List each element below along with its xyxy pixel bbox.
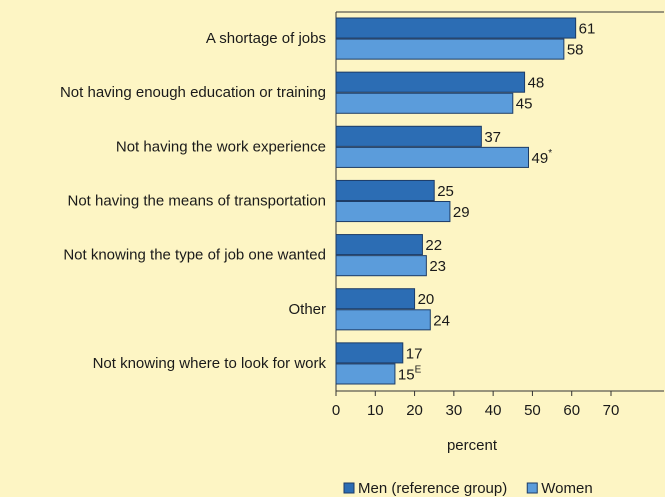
x-tick-label: 10 <box>367 402 384 419</box>
data-label: 15E <box>398 365 422 384</box>
data-label: 29 <box>453 204 470 221</box>
legend-label: Women <box>541 480 592 497</box>
bar <box>335 201 451 223</box>
bar <box>335 288 416 310</box>
data-label: 24 <box>433 312 450 329</box>
bar <box>335 38 565 60</box>
bar <box>335 146 529 168</box>
x-tick-label: 20 <box>406 402 423 419</box>
bar <box>335 125 482 147</box>
x-tick-label: 60 <box>563 402 580 419</box>
y-tick-label: Not knowing where to look for work <box>93 355 327 372</box>
y-tick-label: Not knowing the type of job one wanted <box>63 247 326 264</box>
x-tick-label: 0 <box>332 402 340 419</box>
data-label-number: 49 <box>532 150 549 167</box>
y-tick-label: Not having the means of transportation <box>68 192 327 209</box>
x-tick-label: 50 <box>524 402 541 419</box>
data-label: 23 <box>429 258 446 275</box>
data-label: 58 <box>567 42 584 59</box>
data-label: 25 <box>437 183 454 200</box>
legend-swatch <box>526 482 538 494</box>
data-label: 61 <box>579 21 596 38</box>
x-tick-label: 30 <box>446 402 463 419</box>
data-label-number: 15 <box>398 366 415 383</box>
data-label: 17 <box>406 345 423 362</box>
data-label: 37 <box>484 129 501 146</box>
y-tick-label: Not having enough education or training <box>60 84 326 101</box>
x-tick-label: 70 <box>603 402 620 419</box>
data-label: 20 <box>418 291 435 308</box>
bar <box>335 17 577 39</box>
bar <box>335 71 526 93</box>
x-tick-label: 40 <box>485 402 502 419</box>
bar <box>335 92 514 114</box>
data-label: 49* <box>532 148 553 167</box>
bar <box>335 309 431 331</box>
bar <box>335 234 423 256</box>
bar <box>335 342 404 364</box>
bar <box>335 363 396 385</box>
y-tick-label: Other <box>288 301 326 318</box>
legend-swatch <box>343 482 355 494</box>
y-tick-label: A shortage of jobs <box>206 30 326 47</box>
data-label: 48 <box>528 75 545 92</box>
bar <box>335 179 435 202</box>
data-label-flag: * <box>548 148 552 159</box>
legend-label: Men (reference group) <box>358 480 507 497</box>
x-axis-label: percent <box>447 437 498 454</box>
data-label-flag: E <box>415 365 422 376</box>
data-label: 22 <box>425 237 442 254</box>
bar <box>335 255 427 277</box>
y-tick-label: Not having the work experience <box>116 138 326 155</box>
data-label: 45 <box>516 96 533 113</box>
